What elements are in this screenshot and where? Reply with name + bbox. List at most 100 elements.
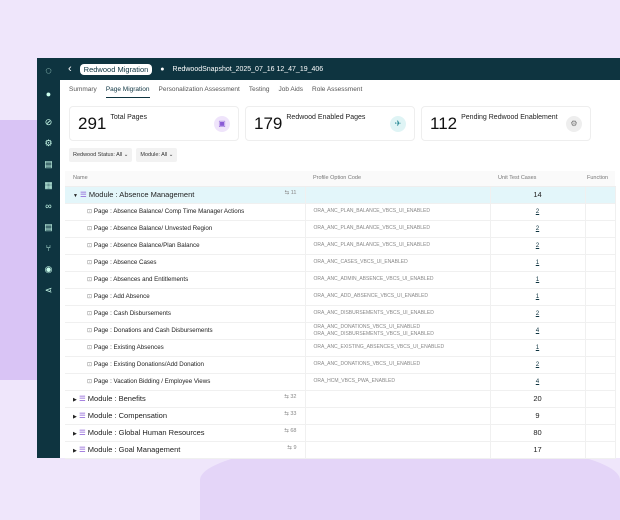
page-name: Page : Existing Absences — [93, 344, 164, 351]
page-row[interactable]: ⊡ Page : Absence Balance/Plan Balance ORA… — [65, 237, 616, 255]
profile-option-code: ORA_ANC_DISBURSEMENTS_VBCS_UI_ENABLED — [305, 305, 491, 323]
profile-option-code: ORA_ANC_PLAN_BALANCE_VBCS_UI_ENABLED — [305, 237, 491, 255]
file-icon[interactable]: ▤ — [44, 222, 53, 232]
stat-icon: ✈ — [390, 116, 406, 132]
unit-test-link[interactable]: 1 — [490, 339, 586, 357]
tab-job-aids[interactable]: Job Aids — [278, 86, 304, 93]
caret-right-icon[interactable]: ▶ — [73, 414, 77, 420]
page-name: Page : Absences and Entitlements — [93, 276, 189, 283]
page-name: Page : Vacation Bidding / Employee Views — [93, 378, 211, 385]
sidebar: ◌ ● ⊘ ⚙ ▤ ▦ ∞ ▤ ⑂ ◉ ⋖ — [37, 58, 60, 458]
page-row[interactable]: ⊡ Page : Absence Balance/ Unvested Regio… — [65, 220, 616, 238]
column-name[interactable]: Name — [65, 171, 305, 187]
page-count: 33 — [290, 411, 297, 417]
stat-icon: ▣ — [214, 116, 230, 132]
page-icon: ⊡ — [87, 310, 93, 317]
filter-dropdown[interactable]: Redwood Status: All ⌄ — [69, 148, 133, 162]
calendar-icon[interactable]: ▦ — [44, 180, 53, 190]
module-row[interactable]: ▼ ☰ Module : Absence Management ⇆ 11 14 — [65, 186, 616, 204]
unit-test-link[interactable]: 4 — [490, 373, 586, 391]
stat-card: 291 Total Pages ▣ — [69, 106, 239, 141]
page-count-icon: ⇆ — [284, 190, 290, 196]
profile-option-code: ORA_ANC_CASES_VBCS_UI_ENABLED — [305, 254, 491, 272]
profile-option-code: ORA_ANC_PLAN_BALANCE_VBCS_UI_ENABLED — [305, 203, 491, 221]
unit-test-link[interactable]: 4 — [490, 322, 586, 340]
column-profile-option-code[interactable]: Profile Option Code — [305, 171, 490, 187]
caret-right-icon[interactable]: ▶ — [73, 397, 77, 403]
profile-option-code: ORA_ANC_DONATIONS_VBCS_UI_ENABLED ORA_AN… — [305, 322, 491, 340]
page-icon: ⊡ — [87, 225, 93, 232]
profile-option-code: ORA_ANC_DONATIONS_VBCS_UI_ENABLED — [305, 356, 491, 374]
page-row[interactable]: ⊡ Page : Existing Donations/Add Donation… — [65, 356, 616, 374]
unit-test-link[interactable]: 1 — [490, 271, 586, 289]
caret-right-icon[interactable]: ▶ — [73, 448, 77, 454]
page-icon: ⊡ — [87, 293, 93, 300]
unit-test-count: 9 — [490, 407, 586, 425]
unit-test-count: 80 — [490, 424, 586, 442]
stat-card: 179 Redwood Enabled Pages ✈ — [245, 106, 415, 141]
unit-test-link[interactable]: 2 — [490, 203, 586, 221]
module-name: Module : Global Human Resources — [87, 428, 205, 437]
page-name: Page : Add Absence — [93, 293, 150, 300]
profile-option-code: ORA_ANC_ADD_ABSENCE_VBCS_UI_ENABLED — [305, 288, 491, 306]
list-icon: ☰ — [78, 411, 86, 420]
tab-testing[interactable]: Testing — [248, 86, 270, 93]
module-name: Module : Benefits — [87, 394, 146, 403]
unit-test-count: 17 — [490, 441, 586, 459]
page-row[interactable]: ⊡ Page : Absences and Entitlements ORA_AN… — [65, 271, 616, 289]
stat-label: Pending Redwood Enablement — [461, 114, 558, 121]
page-row[interactable]: ⊡ Page : Vacation Bidding / Employee Vie… — [65, 373, 616, 391]
page-count: 9 — [293, 445, 297, 451]
app-title[interactable]: Redwood Migration — [79, 63, 153, 75]
gear-icon[interactable]: ⚙ — [44, 138, 53, 148]
stat-value: 112 — [430, 113, 458, 133]
unit-test-link[interactable]: 1 — [490, 288, 586, 306]
page-count: 68 — [290, 428, 297, 434]
avatar[interactable]: ● — [45, 89, 52, 99]
snapshot-icon: ● — [160, 65, 165, 73]
page-row[interactable]: ⊡ Page : Absence Balance/ Comp Time Mana… — [65, 203, 616, 221]
share-icon[interactable]: ⋖ — [44, 285, 53, 295]
page-name: Page : Absence Balance/Plan Balance — [93, 242, 200, 249]
module-row[interactable]: ▶ ☰ Module : Goal Management ⇆ 9 17 — [65, 441, 616, 459]
page-icon: ⊡ — [87, 344, 93, 351]
page-name: Page : Absence Balance/ Comp Time Manage… — [93, 208, 245, 215]
document-icon[interactable]: ▤ — [44, 159, 53, 169]
column-function[interactable]: Function — [585, 171, 615, 187]
page-count: 32 — [290, 394, 297, 400]
unit-test-link[interactable]: 2 — [490, 220, 586, 238]
branch-icon[interactable]: ⑂ — [45, 243, 52, 253]
compass-icon[interactable]: ⊘ — [44, 117, 53, 127]
tab-personalization-assessment[interactable]: Personalization Assessment — [158, 86, 240, 93]
page-row[interactable]: ⊡ Page : Donations and Cash Disbursement… — [65, 322, 616, 340]
column-unit-test-cases[interactable]: Unit Test Cases — [490, 171, 585, 187]
unit-test-link[interactable]: 2 — [490, 305, 586, 323]
profile-option-code: ORA_ANC_EXISTING_ABSENCES_VBCS_UI_ENABLE… — [305, 339, 491, 357]
unit-test-link[interactable]: 1 — [490, 254, 586, 272]
module-row[interactable]: ▶ ☰ Module : Global Human Resources ⇆ 68 8… — [65, 424, 616, 442]
page-row[interactable]: ⊡ Page : Add Absence ORA_ANC_ADD_ABSENCE_… — [65, 288, 616, 306]
back-button[interactable]: ‹ — [68, 63, 72, 75]
target-icon[interactable]: ◉ — [44, 264, 53, 274]
module-row[interactable]: ▶ ☰ Module : Compensation ⇆ 33 9 — [65, 407, 616, 425]
tab-summary[interactable]: Summary — [69, 86, 97, 93]
caret-down-icon[interactable]: ▼ — [73, 193, 78, 199]
page-row[interactable]: ⊡ Page : Cash Disbursements ORA_ANC_DISBU… — [65, 305, 616, 323]
page-row[interactable]: ⊡ Page : Existing Absences ORA_ANC_EXISTI… — [65, 339, 616, 357]
unit-test-link[interactable]: 2 — [490, 237, 586, 255]
page-count: 11 — [290, 190, 297, 196]
filter-dropdown[interactable]: Module: All ⌄ — [136, 148, 178, 162]
page-row[interactable]: ⊡ Page : Absence Cases ORA_ANC_CASES_VBCS… — [65, 254, 616, 272]
list-icon: ☰ — [78, 445, 86, 454]
page-icon: ⊡ — [87, 208, 93, 215]
page-name: Page : Absence Balance/ Unvested Region — [93, 225, 213, 232]
page-icon: ⊡ — [87, 242, 93, 249]
unit-test-link[interactable]: 2 — [490, 356, 586, 374]
tab-page-migration[interactable]: Page Migration — [105, 86, 150, 98]
link-icon[interactable]: ∞ — [45, 201, 52, 211]
stat-cards: 291 Total Pages ▣ 179 Redwood Enabled Pages ✈… — [69, 106, 591, 141]
tab-role-assessment[interactable]: Role Assessment — [312, 86, 363, 93]
caret-right-icon[interactable]: ▶ — [73, 431, 77, 437]
module-row[interactable]: ▶ ☰ Module : Benefits ⇆ 32 20 — [65, 390, 616, 408]
stat-card: 112 Pending Redwood Enablement ⚙ — [421, 106, 591, 141]
